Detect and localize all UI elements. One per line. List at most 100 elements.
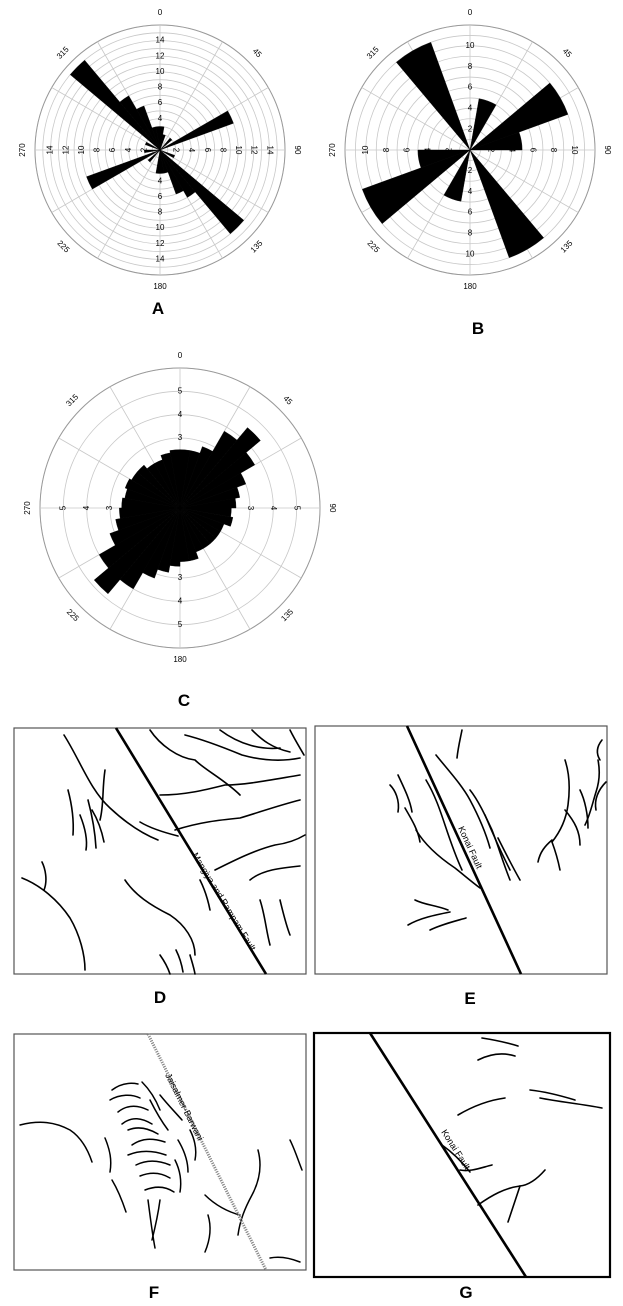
rose-petal [109, 507, 181, 546]
rose-petal [443, 149, 471, 202]
panel-label-c: C [178, 691, 190, 710]
fault-line-g [368, 1032, 528, 1278]
radial-tick-label: 12 [250, 146, 259, 155]
lineament-map-g: Konai Fault [312, 1031, 612, 1279]
direction-label: 90 [293, 146, 302, 155]
radial-tick-label: 6 [158, 98, 163, 107]
radial-tick-label: 5 [178, 386, 183, 395]
radial-tick-label: 10 [570, 146, 579, 155]
grid-spoke [51, 87, 161, 151]
rose-petal [119, 507, 181, 519]
panel-label-e: E [464, 989, 475, 1008]
rose-petal [93, 507, 181, 595]
radial-tick-label: 4 [82, 505, 91, 510]
radial-tick-label: 12 [61, 145, 70, 154]
rose-petal [362, 149, 471, 224]
direction-label: 180 [153, 282, 167, 291]
radial-tick-label: 3 [178, 433, 183, 442]
fault-line-d [114, 727, 268, 975]
panel-label-d: D [154, 988, 166, 1007]
fault-line-f [146, 1033, 268, 1271]
radial-tick-label: 4 [187, 148, 196, 153]
panel-label-g: G [459, 1283, 472, 1302]
radial-tick-label: 14 [265, 146, 274, 155]
rose-petal [159, 149, 245, 235]
panel-label-a: A [152, 299, 164, 318]
rose-petal [98, 507, 181, 569]
radial-tick-label: 4 [468, 187, 473, 196]
radial-tick-label: 6 [203, 148, 212, 153]
radial-tick-label: 4 [508, 148, 517, 153]
radial-tick-label: 4 [158, 176, 163, 185]
drainage-lines-g [441, 1037, 603, 1223]
radial-tick-label: 2 [158, 129, 163, 138]
direction-label: 315 [64, 392, 80, 408]
direction-label: 270 [23, 501, 32, 515]
rose-petal [469, 131, 523, 151]
radial-tick-label: 4 [468, 103, 473, 112]
grid-spoke [159, 41, 223, 151]
grid-spoke [361, 87, 471, 151]
drainage-lines-d [21, 729, 306, 975]
rose-petal [179, 452, 256, 509]
radial-tick-label: 10 [77, 145, 86, 154]
map-frame-e [314, 725, 608, 975]
radial-tick-label: 2 [172, 148, 181, 153]
map-frame-d [13, 727, 307, 975]
rose-petal [169, 449, 181, 509]
direction-label: 45 [251, 47, 264, 60]
radial-tick-label: 6 [403, 147, 412, 152]
rose-petal [159, 149, 196, 198]
drainage-lines-e [389, 729, 607, 931]
rose-petal [159, 137, 173, 151]
radial-tick-label: 4 [124, 147, 133, 152]
rose-petal [69, 59, 161, 151]
radial-tick-label: 3 [105, 505, 114, 510]
radial-tick-label: 6 [468, 83, 473, 92]
rose-petal [147, 149, 161, 163]
rose-petal [179, 486, 240, 509]
radial-tick-label: 8 [218, 148, 227, 153]
radial-tick-label: 12 [156, 239, 165, 248]
radial-tick-label: 5 [178, 620, 183, 629]
radial-tick-label: 10 [466, 41, 475, 50]
radial-tick-label: 14 [156, 36, 165, 45]
radial-tick-label: 2 [468, 166, 473, 175]
radial-tick-label: 3 [246, 506, 255, 511]
rose-petal [159, 149, 175, 159]
rose-petal [159, 134, 166, 151]
radial-tick-label: 5 [58, 505, 67, 510]
rose-petal [144, 149, 161, 153]
radial-tick-label: 8 [158, 83, 163, 92]
panel-label-f: F [149, 1283, 159, 1302]
radial-tick-label: 10 [156, 67, 165, 76]
drainage-lines-f [19, 1081, 303, 1263]
rose-petal [155, 149, 161, 174]
radial-tick-label: 5 [293, 506, 302, 511]
rose-petal [469, 149, 544, 258]
map-frame-f [13, 1033, 307, 1271]
panel-label-b: B [472, 319, 484, 338]
rose-petal [124, 478, 181, 509]
radial-tick-label: 4 [158, 114, 163, 123]
rose-petal [179, 507, 234, 527]
rose-petal [86, 149, 161, 190]
grid-spoke [97, 149, 161, 259]
direction-label: 225 [365, 239, 381, 255]
radial-tick-label: 4 [269, 506, 278, 511]
radial-tick-label: 4 [423, 147, 432, 152]
grid-spoke [159, 149, 269, 213]
lineament-map-f: Jaisalmer-Barwani [13, 1033, 307, 1271]
direction-label: 45 [281, 394, 294, 407]
radial-tick-label: 10 [156, 223, 165, 232]
radial-tick-label: 8 [158, 208, 163, 217]
radial-tick-label: 6 [108, 147, 117, 152]
radial-tick-label: 14 [46, 145, 55, 154]
direction-label: 90 [328, 504, 337, 513]
radial-tick-label: 8 [549, 148, 558, 153]
direction-label: 90 [603, 146, 612, 155]
lineament-map-e: Konai Fault [314, 725, 608, 975]
radial-tick-label: 8 [468, 228, 473, 237]
radial-tick-label: 2 [487, 148, 496, 153]
direction-label: 225 [65, 607, 81, 623]
